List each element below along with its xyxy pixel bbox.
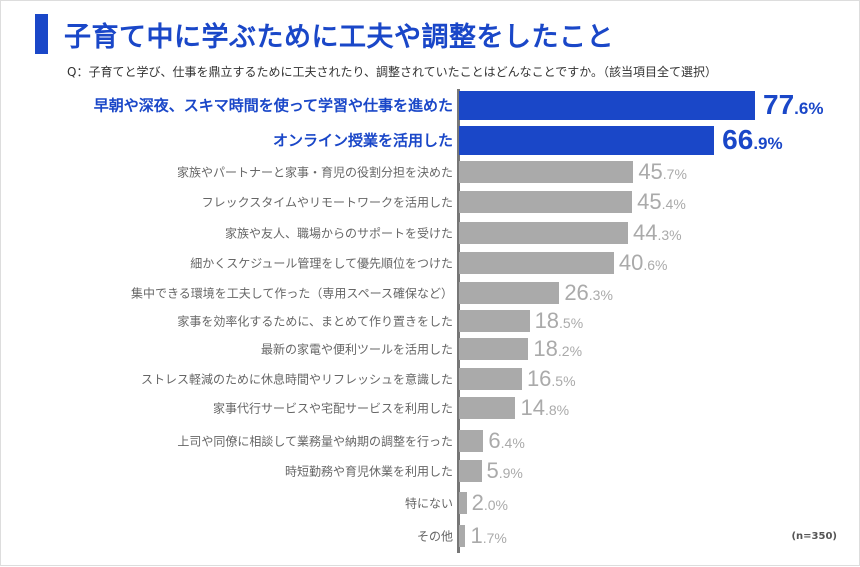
bar xyxy=(459,252,614,274)
value-label: 1.7% xyxy=(470,523,507,548)
category-label: 上司や同僚に相談して業務量や納期の調整を行った xyxy=(177,434,453,449)
value-label: 5.9% xyxy=(486,458,523,483)
value-label: 66.9% xyxy=(722,124,783,155)
bar xyxy=(459,525,466,547)
bar xyxy=(459,191,633,213)
category-label: 時短勤務や育児休業を利用した xyxy=(284,464,453,479)
category-label: フレックスタイムやリモートワークを活用した xyxy=(201,195,453,210)
category-label: 最新の家電や便利ツールを活用した xyxy=(260,342,453,357)
category-label: オンライン授業を活用した xyxy=(272,131,453,150)
category-label: 細かくスケジュール管理をして優先順位をつけた xyxy=(190,256,453,271)
category-label: その他 xyxy=(416,529,453,544)
category-label: 早朝や深夜、スキマ時間を使って学習や仕事を進めた xyxy=(93,96,453,115)
bar xyxy=(459,338,529,360)
value-label: 16.5% xyxy=(526,366,576,391)
bar xyxy=(459,492,467,514)
value-label: 6.4% xyxy=(488,428,525,453)
title-accent-bar xyxy=(35,14,48,54)
category-label: 家族やパートナーと家事・育児の役割分担を決めた xyxy=(176,165,453,180)
value-label: 14.8% xyxy=(520,395,570,420)
value-label: 18.2% xyxy=(533,336,583,361)
category-label: ストレス軽減のために休息時間やリフレッシュを意識した xyxy=(140,372,453,387)
value-label: 18.5% xyxy=(534,308,584,333)
bar xyxy=(459,282,560,304)
bar xyxy=(459,460,482,482)
bar xyxy=(459,397,516,419)
category-label: 家事代行サービスや宅配サービスを利用した xyxy=(212,401,453,416)
value-label: 26.3% xyxy=(564,280,613,305)
bar xyxy=(459,125,715,155)
bar xyxy=(459,222,628,244)
value-label: 45.7% xyxy=(638,159,687,184)
bar xyxy=(459,90,755,120)
page-title: 子育て中に学ぶために工夫や調整をしたこと xyxy=(64,22,614,53)
value-label: 44.3% xyxy=(632,220,682,245)
y-axis-line xyxy=(457,89,460,553)
value-label: 2.0% xyxy=(471,490,508,515)
survey-question: Q：子育てと学び、仕事を鼎立するために工夫されたり、調整されていたことはどんなこ… xyxy=(67,65,718,79)
sample-size: (n=350) xyxy=(791,531,837,542)
value-label: 40.6% xyxy=(618,250,668,275)
bar xyxy=(459,310,530,332)
value-label: 45.4% xyxy=(637,189,686,214)
category-label: 集中できる環境を工夫して作った（専用スペース確保など） xyxy=(131,286,453,301)
bar xyxy=(459,368,522,390)
category-label: 特にない xyxy=(404,496,453,511)
bar xyxy=(459,161,634,183)
category-label: 家事を効率化するために、まとめて作り置きをした xyxy=(177,314,453,329)
bar xyxy=(459,430,484,452)
category-label: 家族や友人、職場からのサポートを受けた xyxy=(224,226,453,241)
value-label: 77.6% xyxy=(763,89,824,120)
